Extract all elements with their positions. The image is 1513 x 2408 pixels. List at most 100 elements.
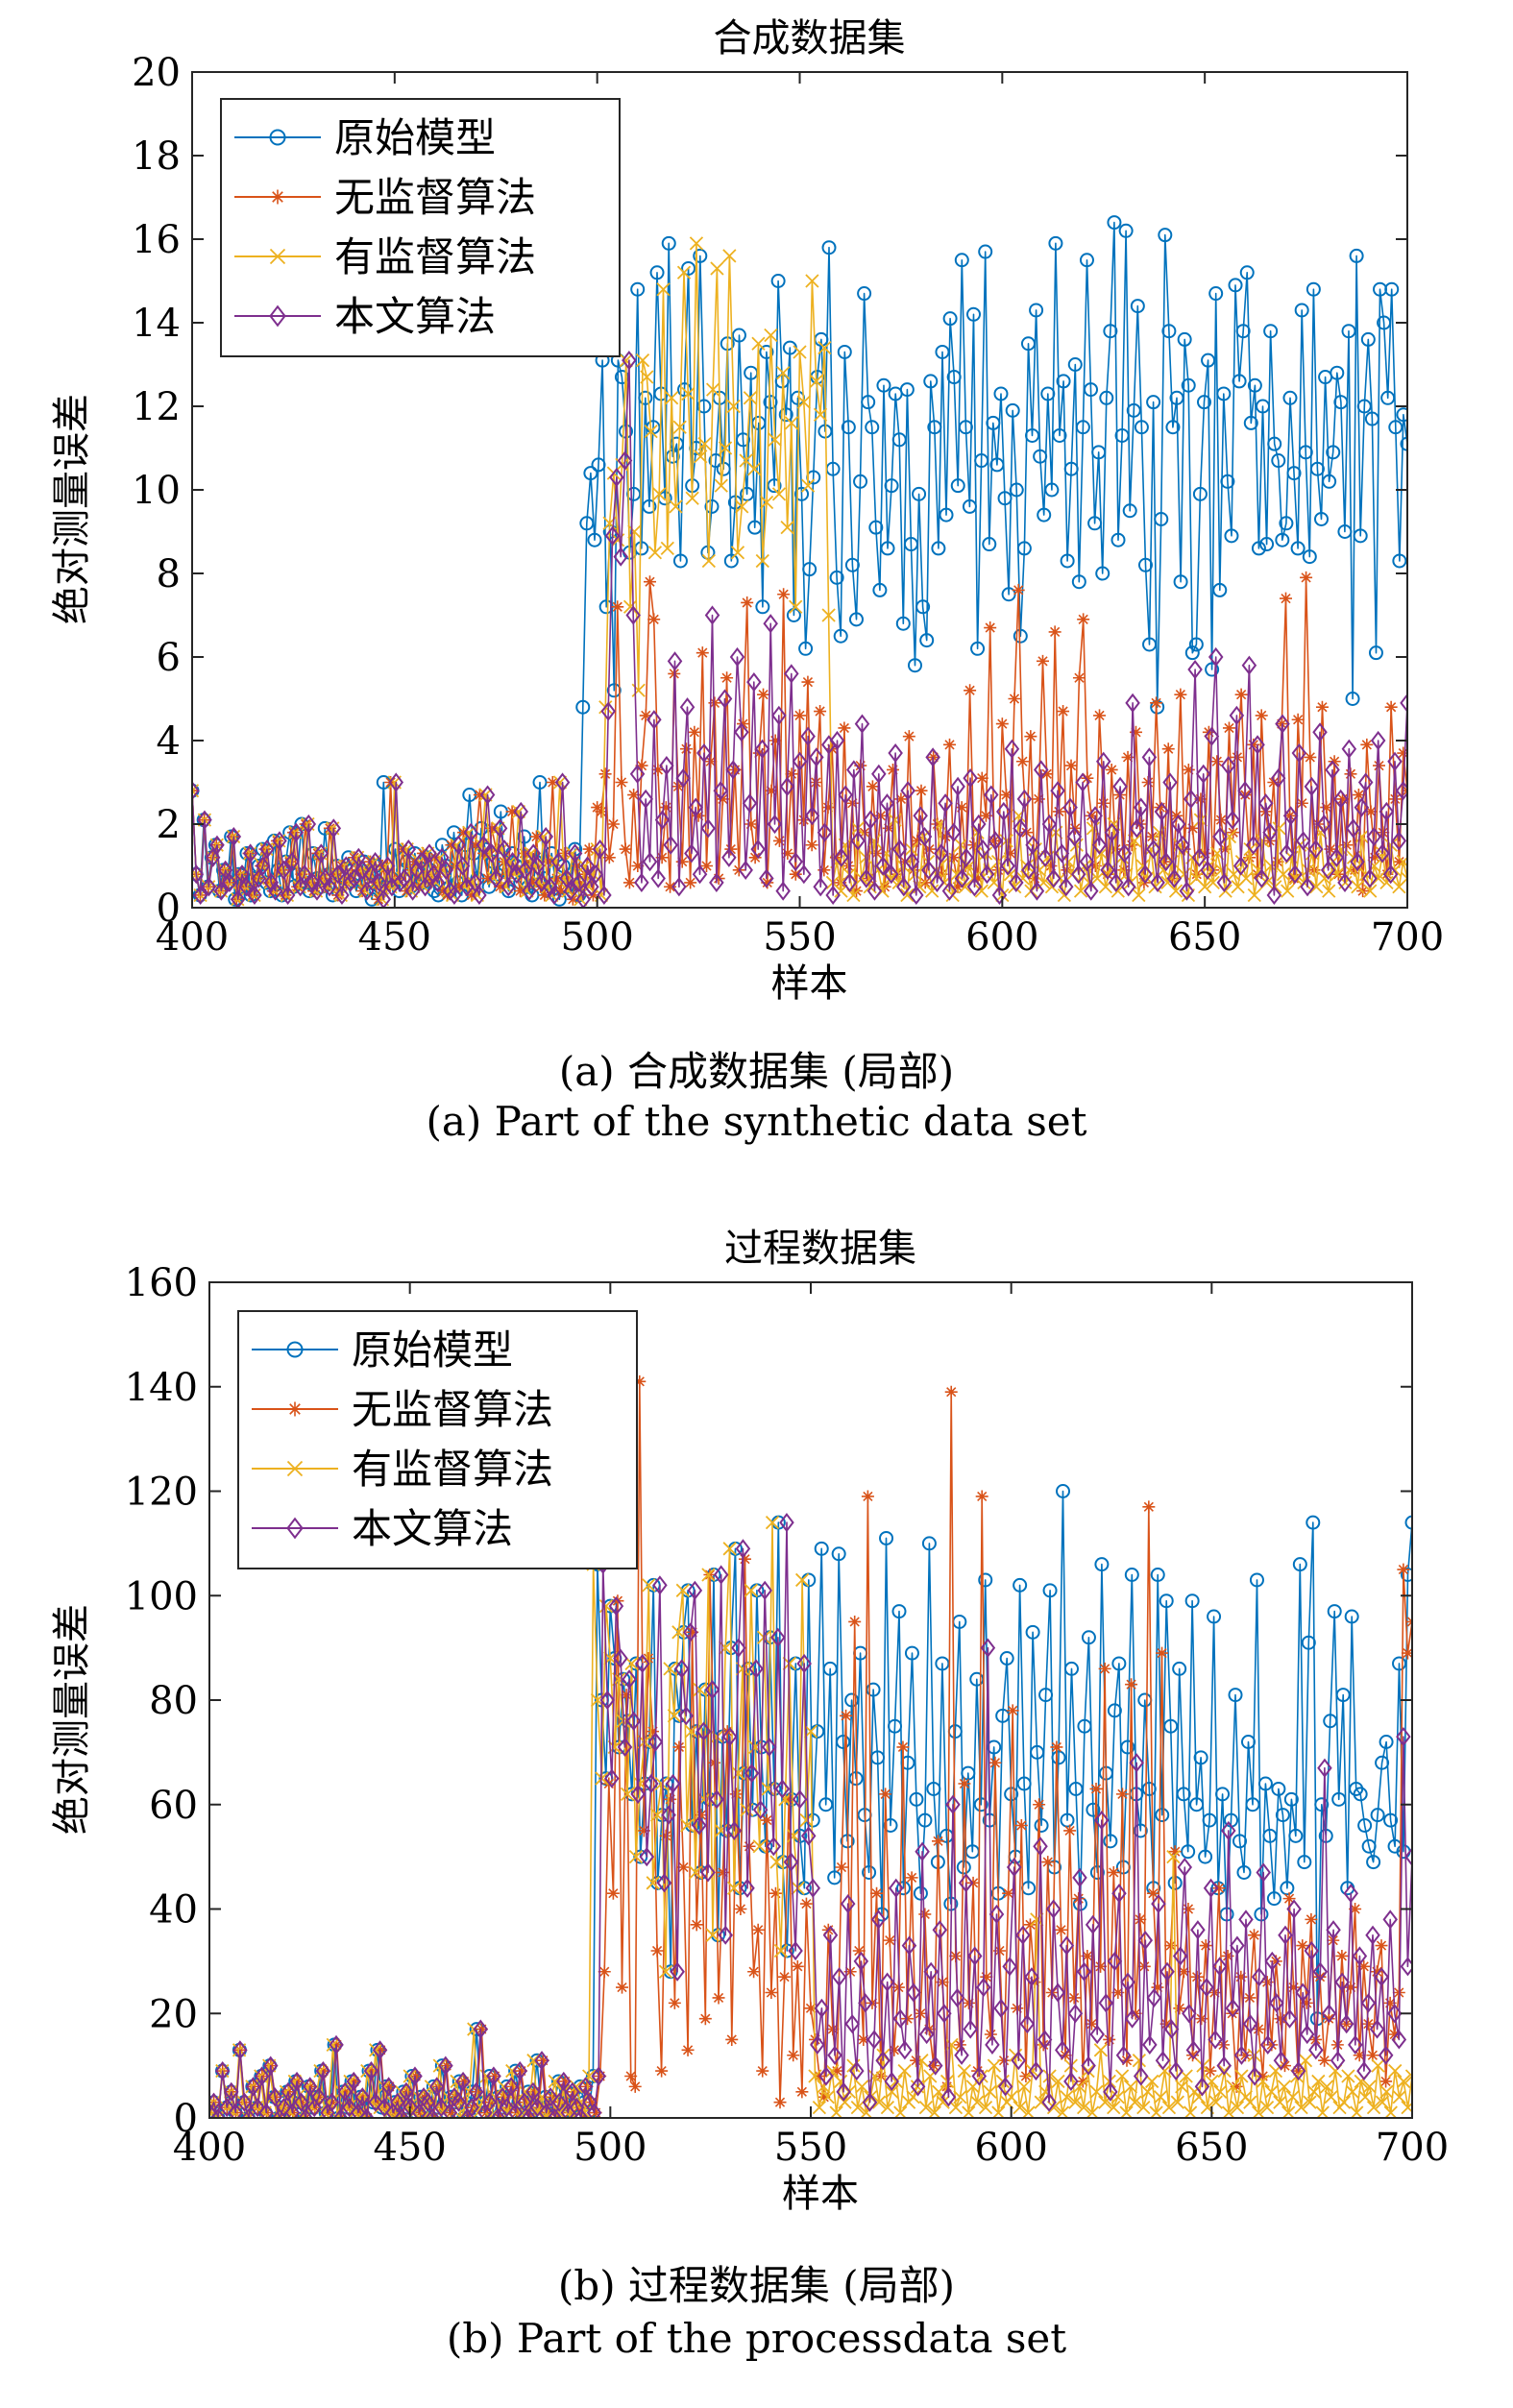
data-point	[1277, 2080, 1291, 2094]
data-point	[637, 1824, 650, 1837]
x-tick-label: 700	[1376, 2126, 1449, 2170]
data-point	[893, 2105, 908, 2118]
data-point	[663, 835, 678, 855]
data-point	[505, 2080, 519, 2093]
data-point	[1400, 436, 1407, 451]
data-point	[822, 1925, 839, 1945]
data-point	[798, 641, 814, 656]
data-point	[884, 478, 899, 494]
data-point	[1330, 2051, 1346, 2071]
data-point	[841, 420, 856, 435]
data-point	[858, 1993, 873, 2013]
data-point	[1012, 583, 1025, 596]
data-point	[1383, 1812, 1399, 1828]
y-tick-label: 6	[157, 636, 181, 680]
data-point	[1185, 2040, 1202, 2060]
data-point	[1077, 613, 1090, 626]
data-point	[669, 499, 683, 514]
data-point	[1247, 2066, 1262, 2086]
data-point	[1397, 746, 1407, 760]
data-point	[315, 2060, 331, 2081]
data-point	[1041, 814, 1058, 835]
data-point	[1013, 628, 1028, 644]
data-point	[1288, 871, 1303, 886]
data-point	[372, 2040, 388, 2060]
data-point	[888, 742, 903, 764]
data-point	[1294, 2100, 1308, 2115]
data-point	[818, 863, 831, 877]
data-point	[1052, 427, 1067, 443]
legend-label: 本文算法	[352, 1505, 513, 1552]
data-point	[1350, 2105, 1364, 2118]
legend-item-unsupervised: 无监督算法	[252, 1386, 553, 1433]
data-point	[1033, 449, 1048, 464]
data-point	[224, 2081, 239, 2102]
data-point	[329, 864, 346, 885]
data-point	[590, 841, 604, 857]
data-point	[473, 789, 486, 802]
data-point	[704, 755, 718, 768]
data-point	[635, 759, 648, 772]
data-point	[1024, 730, 1037, 743]
data-point	[1103, 2081, 1118, 2102]
data-point	[635, 353, 650, 368]
data-point	[646, 1876, 660, 1890]
data-point	[921, 1536, 937, 1551]
data-point	[1182, 2004, 1197, 2024]
data-point	[1279, 516, 1294, 531]
data-point	[1306, 2084, 1322, 2099]
data-point	[778, 407, 793, 423]
data-point	[741, 596, 754, 609]
data-point	[736, 432, 751, 448]
data-point	[713, 781, 728, 801]
data-point	[829, 730, 845, 751]
data-point	[1300, 877, 1315, 897]
data-point	[1030, 1744, 1045, 1760]
data-point	[697, 437, 712, 451]
data-point	[1404, 1847, 1412, 1867]
data-point	[1123, 2080, 1138, 2094]
data-point	[800, 726, 816, 746]
data-point	[575, 699, 591, 715]
data-point	[1173, 2002, 1186, 2015]
data-point	[529, 856, 546, 876]
data-point	[993, 386, 1009, 401]
data-point	[1045, 868, 1062, 888]
data-point	[1133, 797, 1149, 817]
data-point	[1208, 2030, 1223, 2050]
legend-label: 无监督算法	[334, 174, 536, 221]
data-point	[642, 1652, 655, 1665]
data-point	[1042, 1583, 1058, 1598]
data-point	[846, 760, 862, 780]
data-point	[595, 805, 608, 818]
data-point	[1357, 1959, 1371, 1973]
data-point	[551, 2092, 567, 2112]
data-point	[1221, 1820, 1236, 1841]
data-point	[867, 2069, 882, 2083]
data-point	[701, 1568, 716, 1582]
data-point	[748, 1659, 764, 1679]
data-point	[1283, 1791, 1299, 1807]
data-point	[1256, 1862, 1271, 1883]
data-point	[1044, 482, 1060, 498]
data-point	[1383, 2105, 1398, 2118]
data-point	[1020, 336, 1036, 352]
data-point	[1363, 884, 1378, 898]
data-point	[681, 260, 696, 276]
data-point	[921, 860, 937, 880]
data-point	[464, 2098, 479, 2118]
data-point	[978, 1572, 993, 1588]
data-point	[1063, 1824, 1077, 1837]
data-point	[944, 2037, 959, 2053]
data-point	[672, 420, 687, 434]
data-point	[288, 822, 305, 842]
data-point	[579, 856, 596, 876]
data-point	[1395, 781, 1407, 801]
data-point	[1162, 772, 1178, 792]
chart-synthetic-data: 400 450 500 550 600 650 700 0 2 4 6 8 10 12 14 16 18 20 合成…	[50, 16, 1444, 1006]
data-point	[651, 763, 665, 776]
data-point	[1360, 1993, 1377, 2013]
data-point	[710, 261, 724, 276]
data-point	[192, 885, 208, 906]
data-point	[440, 2059, 453, 2073]
